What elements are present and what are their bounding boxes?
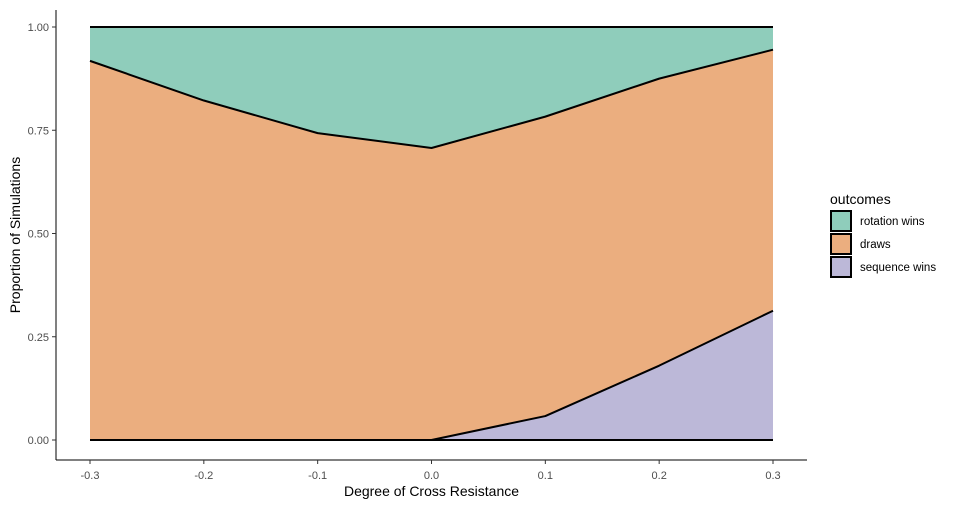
y-tick-label: 1.00 xyxy=(28,22,49,34)
x-tick-label: 0.3 xyxy=(765,470,780,482)
x-tick-label: 0.2 xyxy=(652,470,667,482)
area-rotation-wins xyxy=(90,27,773,149)
x-tick-label: 0.0 xyxy=(424,470,439,482)
legend-title: outcomes xyxy=(830,191,891,207)
y-tick-label: 0.00 xyxy=(28,435,49,447)
boundary-line-1 xyxy=(90,309,774,441)
boundary-lines xyxy=(89,26,774,441)
y-tick-label: 0.50 xyxy=(28,229,49,241)
x-axis-title: Degree of Cross Resistance xyxy=(344,483,519,499)
x-tick-label: -0.2 xyxy=(194,470,213,482)
axes: -0.3 -0.2 -0.1 0.0 0.1 0.2 0.3 0.00 0.25 0.50 0.75… xyxy=(28,10,807,482)
legend-label-rotation-wins: rotation wins xyxy=(860,216,925,228)
legend-key-rotation-wins xyxy=(830,210,852,232)
legend-label-draws: draws xyxy=(860,239,891,251)
legend-label-sequence-wins: sequence wins xyxy=(860,262,936,274)
area-layer xyxy=(90,27,773,441)
x-tick-label: -0.3 xyxy=(81,470,100,482)
y-tick-label: 0.75 xyxy=(28,125,49,137)
x-tick-label: -0.1 xyxy=(308,470,327,482)
area-sequence-wins xyxy=(90,310,773,440)
legend: outcomes rotation wins draws sequence wins xyxy=(830,191,936,278)
legend-key-sequence-wins xyxy=(830,256,852,278)
y-tick-label: 0.25 xyxy=(28,332,49,344)
boundary-line-2 xyxy=(89,48,774,150)
legend-key-draws xyxy=(830,233,852,255)
area-draws xyxy=(90,49,773,441)
x-tick-label: 0.1 xyxy=(538,470,553,482)
y-axis-title: Proportion of Simulations xyxy=(7,157,23,313)
